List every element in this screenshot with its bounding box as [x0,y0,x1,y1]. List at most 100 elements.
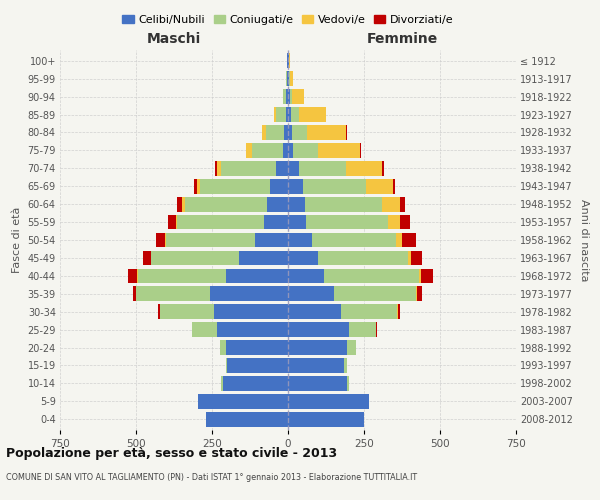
Bar [239,250,288,266]
Bar [376,322,377,337]
Bar [194,179,197,194]
Bar [307,125,346,140]
Bar [305,197,382,212]
Text: COMUNE DI SAN VITO AL TAGLIAMENTO (PN) - Dati ISTAT 1° gennaio 2013 - Elaborazio: COMUNE DI SAN VITO AL TAGLIAMENTO (PN) -… [6,472,417,482]
Bar [215,161,217,176]
Bar [417,286,422,301]
Bar [299,161,346,176]
Y-axis label: Fasce di età: Fasce di età [12,207,22,273]
Bar [191,322,192,337]
Bar [288,268,325,283]
Bar [349,322,376,337]
Bar [303,179,365,194]
Bar [346,125,347,140]
Bar [252,143,283,158]
Bar [408,250,411,266]
Bar [292,90,304,104]
Bar [199,394,288,408]
Bar [313,232,396,248]
Bar [192,322,217,337]
Text: Femmine: Femmine [367,32,437,46]
Bar [270,179,288,194]
Bar [288,358,344,373]
Bar [182,197,185,212]
Bar [288,322,349,337]
Bar [176,214,177,230]
Bar [185,197,267,212]
Bar [382,161,384,176]
Bar [136,286,211,301]
Bar [262,125,266,140]
Bar [226,358,227,373]
Bar [288,125,292,140]
Bar [393,179,395,194]
Bar [288,143,293,158]
Bar [288,232,313,248]
Bar [287,54,288,68]
Bar [277,107,286,122]
Bar [206,412,288,426]
Bar [288,107,291,122]
Bar [151,250,239,266]
Bar [288,340,347,355]
Bar [160,304,214,319]
Bar [344,358,347,373]
Bar [365,179,393,194]
Bar [286,90,288,104]
Bar [396,232,402,248]
Bar [325,268,419,283]
Bar [286,72,287,86]
Bar [288,161,299,176]
Bar [197,179,200,194]
Bar [288,376,347,390]
Bar [289,72,290,86]
Bar [400,197,405,212]
Bar [411,250,422,266]
Bar [290,90,292,104]
Bar [287,72,288,86]
Bar [288,179,303,194]
Bar [299,107,326,122]
Bar [346,161,382,176]
Bar [227,358,288,373]
Bar [398,304,400,319]
Bar [288,54,289,68]
Bar [288,214,306,230]
Bar [288,72,289,86]
Bar [388,214,400,230]
Bar [283,143,288,158]
Bar [293,143,318,158]
Bar [137,268,226,283]
Bar [223,376,288,390]
Bar [288,197,305,212]
Bar [217,161,221,176]
Bar [292,125,307,140]
Bar [289,54,290,68]
Bar [267,197,288,212]
Bar [288,286,334,301]
Bar [211,286,288,301]
Bar [288,412,364,426]
Bar [226,340,288,355]
Bar [286,107,288,122]
Bar [166,232,254,248]
Bar [382,197,400,212]
Bar [220,340,226,355]
Bar [288,394,368,408]
Bar [226,268,288,283]
Bar [263,214,288,230]
Bar [288,250,319,266]
Text: Popolazione per età, sesso e stato civile - 2013: Popolazione per età, sesso e stato civil… [6,448,337,460]
Bar [306,214,388,230]
Bar [254,232,288,248]
Bar [214,304,288,319]
Bar [133,286,136,301]
Bar [128,268,137,283]
Bar [158,304,160,319]
Bar [177,214,263,230]
Bar [288,90,290,104]
Legend: Celibi/Nubili, Coniugati/e, Vedovi/e, Divorziati/e: Celibi/Nubili, Coniugati/e, Vedovi/e, Di… [118,10,458,29]
Bar [347,376,349,390]
Bar [402,232,416,248]
Bar [288,304,341,319]
